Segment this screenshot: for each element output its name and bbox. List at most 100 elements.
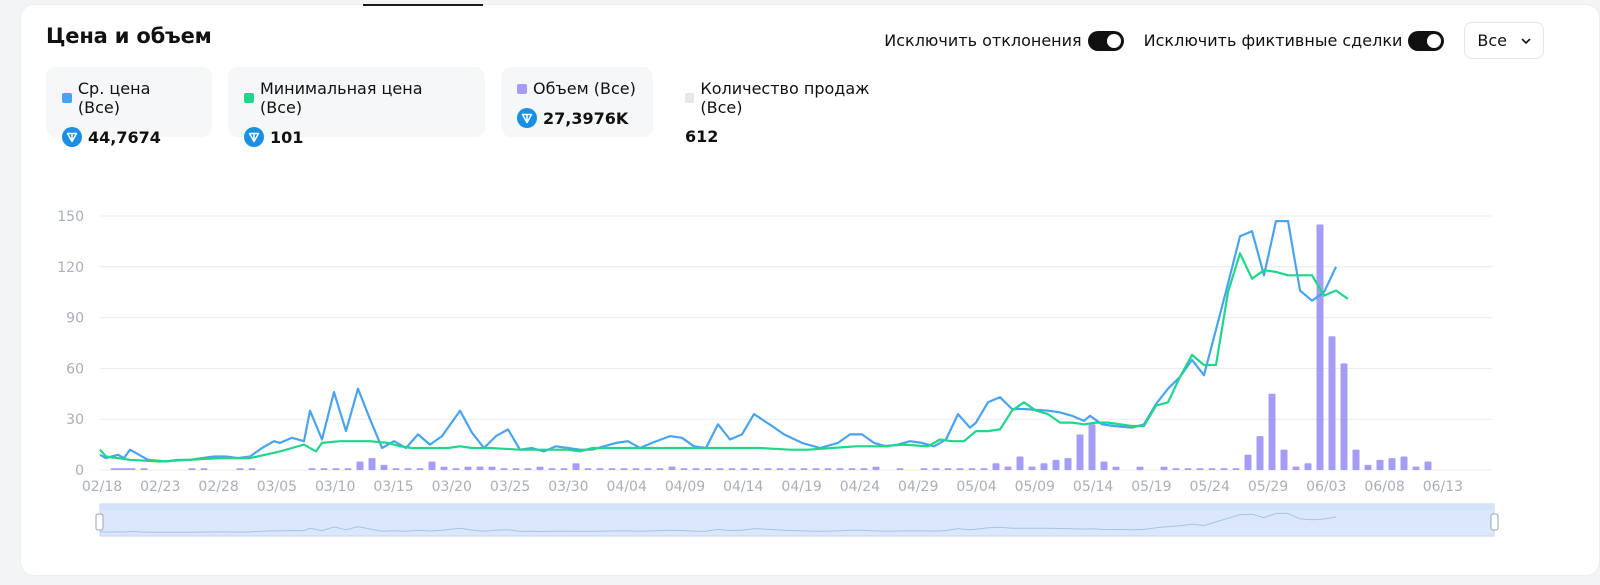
volume-bar (632, 468, 640, 470)
volume-bar (1088, 424, 1096, 470)
volume-bar (644, 468, 652, 470)
volume-bar (122, 468, 130, 470)
stat-label: Ср. цена (Все) (77, 79, 151, 117)
ton-coin-icon (517, 108, 537, 128)
volume-bar (1340, 363, 1348, 470)
volume-swatch (517, 83, 527, 94)
zoom-handle-left[interactable] (95, 513, 104, 531)
volume-bar (524, 468, 532, 470)
volume-bar (1028, 466, 1036, 470)
x-tick-label: 02/23 (140, 479, 180, 495)
x-tick-label: 04/09 (665, 479, 705, 495)
stats-row: Ср. цена (Все) 44,7674 Минимальная цена … (46, 67, 919, 147)
y-tick-label: 0 (75, 463, 84, 479)
volume-bar (596, 468, 604, 470)
volume-bar (512, 468, 520, 470)
exclude-outliers-toggle[interactable] (1087, 30, 1124, 51)
toggle-knob (1106, 33, 1121, 48)
volume-bar (704, 468, 712, 470)
min-price-line (99, 252, 1349, 463)
stat-label: Количество продаж (Все) (700, 79, 870, 117)
volume-bar (548, 468, 556, 470)
volume-bar (536, 466, 544, 470)
x-tick-label: 03/25 (490, 479, 530, 495)
volume-bar (1364, 464, 1372, 470)
stat-avg-price: Ср. цена (Все) 44,7674 (46, 67, 212, 147)
x-tick-label: 04/14 (723, 479, 763, 495)
volume-bar (1052, 459, 1060, 470)
volume-bar (308, 468, 316, 470)
volume-bar (1400, 456, 1408, 470)
volume-bar (1268, 393, 1276, 470)
volume-bar (848, 468, 856, 470)
volume-bar (1004, 466, 1012, 470)
volume-bar (1280, 449, 1288, 470)
stat-value: 101 (270, 127, 304, 147)
zoom-handle-right[interactable] (1490, 513, 1499, 531)
x-tick-label: 06/08 (1364, 479, 1404, 495)
x-tick-label: 03/30 (548, 479, 588, 495)
avg-price-swatch (62, 93, 72, 103)
y-tick-label: 150 (57, 209, 84, 225)
x-tick-label: 05/19 (1131, 479, 1171, 495)
volume-bar (356, 461, 364, 470)
stat-sales-count: Количество продаж (Все) 612 (669, 67, 919, 146)
volume-bar (764, 468, 772, 470)
zoom-brush-top-bar (100, 504, 1494, 510)
volume-bar (464, 466, 472, 470)
volume-bar (752, 468, 760, 470)
volume-bar (1136, 466, 1144, 470)
volume-bar (1208, 468, 1216, 470)
y-tick-label: 30 (66, 412, 84, 428)
volume-bar (1316, 224, 1324, 470)
volume-bar (116, 468, 124, 470)
volume-bar (980, 468, 988, 470)
volume-bar (956, 468, 964, 470)
volume-bar (380, 464, 388, 470)
volume-bar (560, 468, 568, 470)
volume-bar (452, 468, 460, 470)
volume-bar (608, 468, 616, 470)
volume-bar (860, 468, 868, 470)
volume-bar (1184, 468, 1192, 470)
volume-bar (140, 468, 148, 470)
volume-bar (368, 458, 376, 470)
x-tick-label: 05/14 (1073, 479, 1113, 495)
sales-count-swatch (685, 93, 695, 103)
volume-bar (1196, 468, 1204, 470)
volume-bar (1412, 466, 1420, 470)
volume-bar (1100, 461, 1108, 470)
active-tab-indicator (363, 4, 483, 6)
x-tick-label: 06/03 (1306, 479, 1346, 495)
volume-bar (440, 466, 448, 470)
volume-bar (500, 468, 508, 470)
volume-bar (800, 468, 808, 470)
volume-bar (236, 468, 244, 470)
filter-select[interactable]: Все (1464, 22, 1544, 59)
volume-bar (836, 468, 844, 470)
y-tick-label: 60 (66, 361, 84, 377)
stat-label: Минимальная цена (Все) (259, 79, 423, 117)
volume-bar (1064, 458, 1072, 470)
stat-value: 27,3976K (543, 108, 629, 128)
volume-bar (110, 468, 118, 470)
ton-coin-icon (62, 127, 82, 147)
stat-min-price: Минимальная цена (Все) 101 (228, 67, 485, 147)
volume-bar (1232, 468, 1240, 470)
ton-coin-icon (244, 127, 264, 147)
volume-bar (584, 468, 592, 470)
exclude-outliers-control: Исключить отклонения (884, 30, 1124, 51)
x-tick-label: 04/29 (898, 479, 938, 495)
filter-select-value: Все (1477, 31, 1507, 50)
x-tick-label: 05/29 (1248, 479, 1288, 495)
x-tick-label: 04/19 (781, 479, 821, 495)
exclude-fake-toggle[interactable] (1408, 30, 1445, 51)
volume-bar (776, 468, 784, 470)
volume-bar (716, 468, 724, 470)
volume-bar (728, 468, 736, 470)
volume-bar (1040, 463, 1048, 470)
volume-bar (320, 468, 328, 470)
volume-bar (620, 468, 628, 470)
volume-bar (200, 468, 208, 470)
